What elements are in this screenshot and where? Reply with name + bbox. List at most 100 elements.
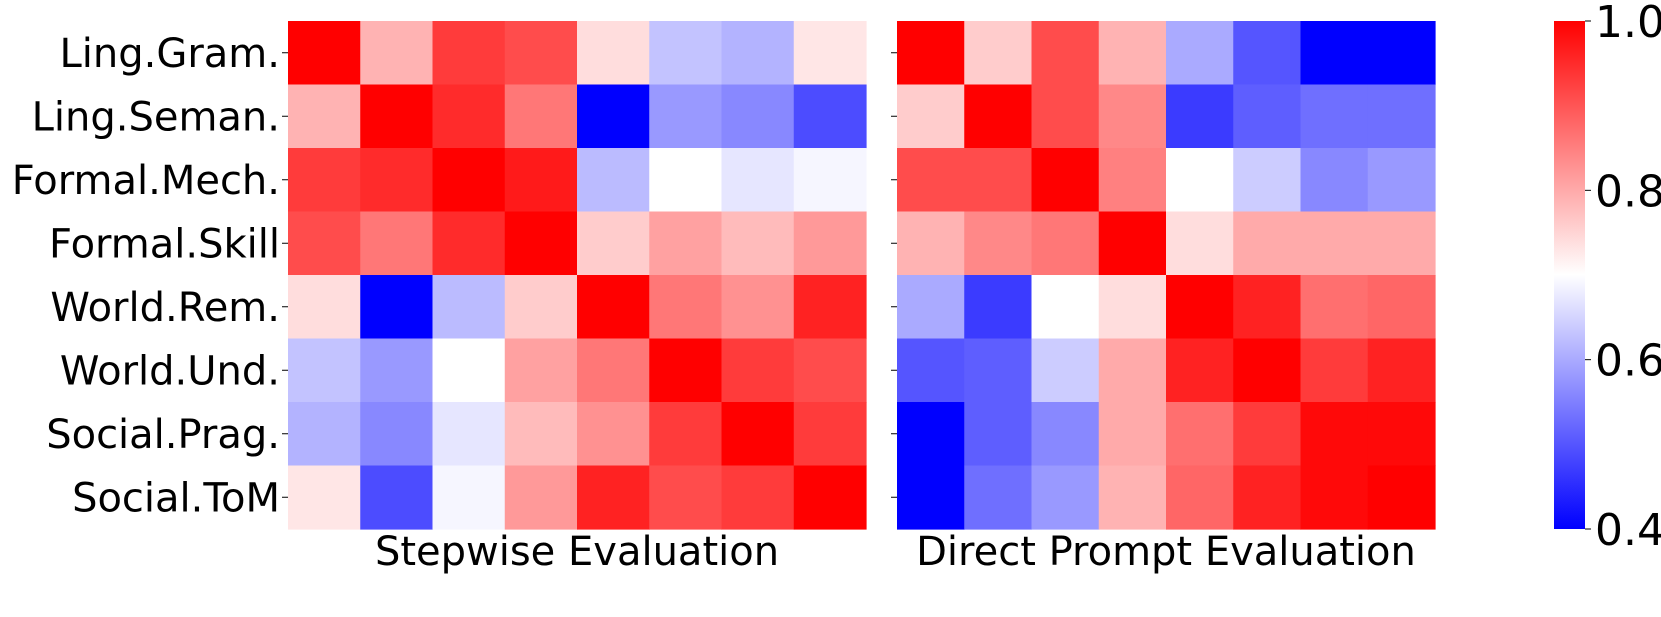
colorbar: 0.4 0.6 0.8 1.0 (1554, 0, 1661, 556)
colorbar-tick-label: 0.6 (1595, 336, 1661, 387)
heatmap-cell (964, 465, 1033, 530)
heatmap-cell (1300, 275, 1369, 340)
heatmap-cell (288, 338, 361, 403)
heatmap-cell (1367, 148, 1436, 213)
heatmap-cell (964, 402, 1033, 467)
heatmap-cell (1367, 338, 1436, 403)
heatmap-cell (649, 338, 723, 403)
heatmap-cell (964, 21, 1033, 86)
heatmap-cell (721, 211, 795, 276)
heatmap-cell (1166, 84, 1234, 149)
heatmap-cell (721, 84, 795, 149)
y-tick-label: Social.Prag. (46, 412, 280, 458)
colorbar-tick-label: 0.8 (1595, 166, 1661, 217)
heatmap-cell (1367, 84, 1436, 149)
heatmap-cell (1300, 148, 1369, 213)
heatmap-cell (897, 338, 965, 403)
heatmap-cell (360, 21, 434, 86)
axis-labels: Ling.Gram. Ling.Seman. Formal.Mech. Formal.… (12, 31, 1416, 575)
y-tick-label: Ling.Gram. (60, 31, 281, 77)
heatmap-cell (577, 211, 650, 276)
heatmap-cell (1098, 275, 1167, 340)
heatmap-cell (964, 275, 1033, 340)
heatmap-cell (360, 84, 434, 149)
colorbar-tick-label: 1.0 (1595, 0, 1661, 48)
heatmap-cell (897, 84, 965, 149)
heatmap-cell (721, 465, 795, 530)
heatmap-cell (288, 211, 361, 276)
heatmap-cell (1233, 211, 1302, 276)
y-tick-label: Ling.Seman. (32, 94, 280, 140)
heatmap-cell (1233, 148, 1302, 213)
heatmap-cell (360, 465, 434, 530)
heatmap-cell (793, 465, 867, 530)
heatmap-panel-1 (288, 21, 867, 530)
colorbar-tick-label: 0.4 (1595, 505, 1661, 556)
y-tick-label: Formal.Skill (49, 221, 280, 267)
heatmap-cell (721, 275, 795, 340)
x-axis-label: Stepwise Evaluation (375, 529, 779, 575)
heatmap-cell (793, 21, 867, 86)
heatmap-cell (793, 211, 867, 276)
heatmap-cell (1098, 148, 1167, 213)
heatmap-cell (649, 275, 723, 340)
heatmap-cell (1367, 275, 1436, 340)
y-tick-marks (282, 52, 897, 498)
heatmap-cell (1166, 21, 1234, 86)
heatmap-cell (1098, 465, 1167, 530)
heatmap-cell (504, 402, 578, 467)
heatmap-cell (288, 148, 361, 213)
heatmap-cell (1166, 402, 1234, 467)
heatmap-cell (1233, 402, 1302, 467)
heatmap-cell (577, 402, 650, 467)
heatmap-cell (360, 148, 434, 213)
heatmap-cell (1233, 275, 1302, 340)
heatmap-cell (1300, 402, 1369, 467)
heatmap-cell (1031, 338, 1100, 403)
heatmap-cell (288, 465, 361, 530)
heatmap-cell (897, 275, 965, 340)
heatmap-cell (360, 211, 434, 276)
heatmap-cell (1098, 338, 1167, 403)
heatmap-cell (1300, 211, 1369, 276)
heatmap-cell (897, 211, 965, 276)
heatmap-cell (1166, 338, 1234, 403)
heatmap-cell (432, 84, 506, 149)
heatmap-cell (504, 338, 578, 403)
heatmap-cell (1233, 21, 1302, 86)
heatmap-cell (649, 402, 723, 467)
heatmap-cell (721, 338, 795, 403)
heatmap-cell (1300, 84, 1369, 149)
heatmap-cell (504, 84, 578, 149)
heatmap-cell (649, 84, 723, 149)
heatmap-cell (577, 338, 650, 403)
heatmap-cell (577, 465, 650, 530)
heatmap-cell (1233, 465, 1302, 530)
heatmap-cell (649, 465, 723, 530)
heatmap-cell (577, 21, 650, 86)
heatmap-cell (288, 275, 361, 340)
heatmap-cell (1367, 211, 1436, 276)
heatmap-cell (1166, 465, 1234, 530)
heatmap-cell (793, 148, 867, 213)
y-tick-label: World.Und. (60, 348, 280, 394)
heatmap-cell (793, 338, 867, 403)
heatmap-cell (504, 465, 578, 530)
heatmap-cell (1031, 148, 1100, 213)
heatmap-cell (897, 148, 965, 213)
heatmap-cell (964, 211, 1033, 276)
heatmap-cell (504, 148, 578, 213)
heatmap-cell (964, 148, 1033, 213)
heatmap-cell (1166, 211, 1234, 276)
heatmap-panel-2 (897, 21, 1436, 530)
heatmap-cell (432, 338, 506, 403)
heatmap-cell (897, 21, 965, 86)
heatmap-cell (897, 402, 965, 467)
heatmap-cell (1300, 465, 1369, 530)
heatmap-cell (1233, 84, 1302, 149)
heatmap-cell (1098, 211, 1167, 276)
heatmap-cell (1031, 275, 1100, 340)
heatmap-cell (360, 275, 434, 340)
